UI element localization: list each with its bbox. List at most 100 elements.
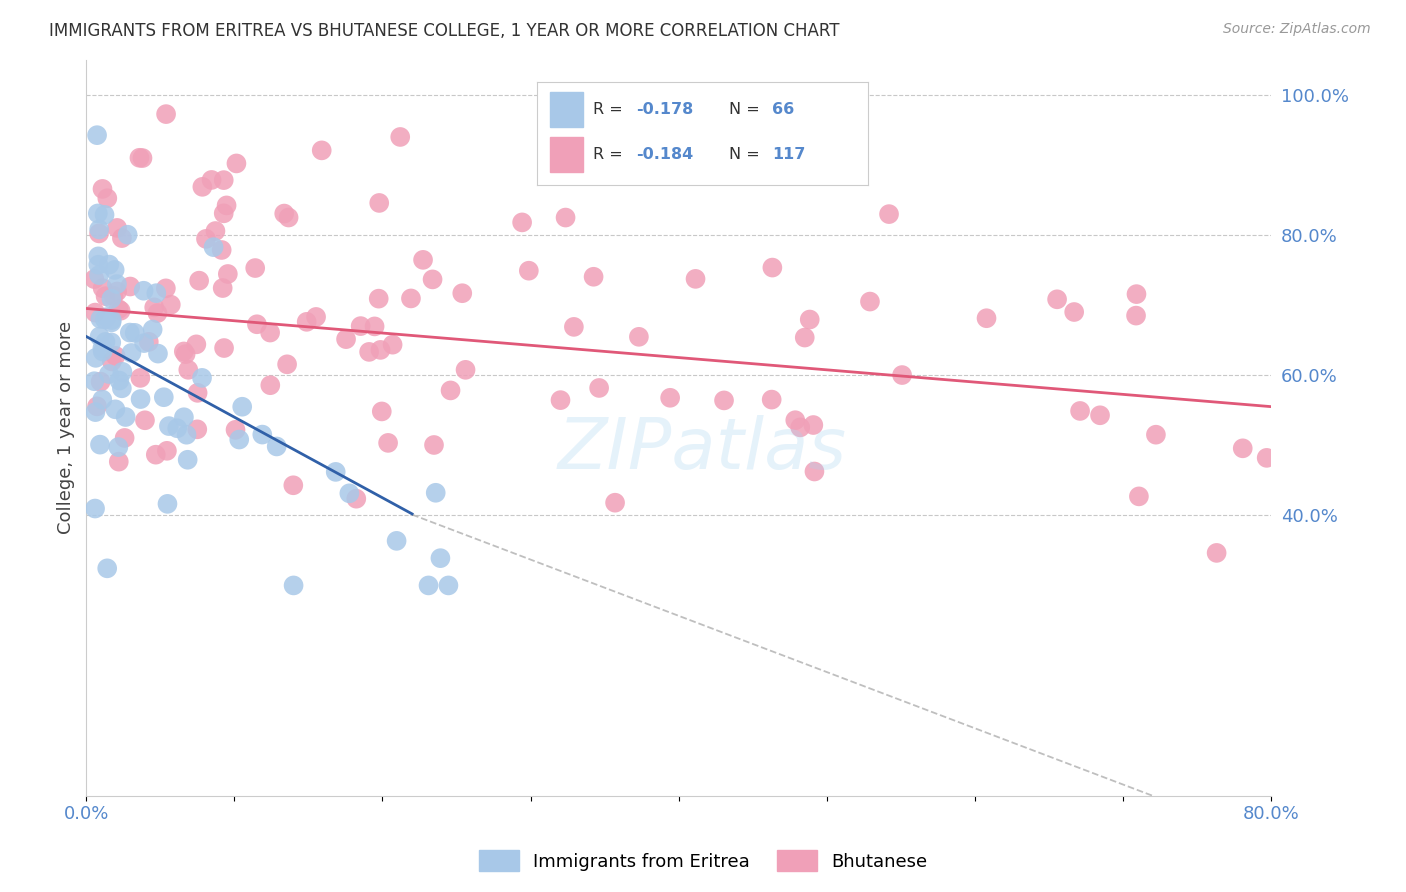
Point bbox=[176, 452, 198, 467]
Point bbox=[84, 305, 107, 319]
Point bbox=[176, 427, 198, 442]
Point bbox=[1046, 293, 1069, 307]
Point bbox=[785, 413, 807, 427]
Point bbox=[246, 318, 269, 332]
Point bbox=[174, 347, 197, 361]
Point bbox=[891, 368, 914, 382]
Point bbox=[90, 375, 112, 389]
Point bbox=[381, 337, 404, 351]
Point bbox=[111, 231, 134, 245]
Point bbox=[259, 378, 281, 392]
Point bbox=[228, 433, 250, 447]
Point bbox=[129, 392, 152, 406]
Point bbox=[84, 501, 107, 516]
Point bbox=[105, 277, 128, 291]
Point bbox=[195, 232, 218, 246]
Point bbox=[114, 431, 136, 445]
Point bbox=[96, 561, 118, 575]
Point bbox=[517, 263, 540, 277]
Point bbox=[793, 330, 815, 344]
Point bbox=[142, 322, 165, 336]
Point bbox=[89, 329, 111, 343]
Point bbox=[437, 578, 460, 592]
Point bbox=[91, 344, 114, 359]
Point bbox=[603, 496, 626, 510]
Point bbox=[87, 206, 110, 220]
Point bbox=[1205, 546, 1227, 560]
Point bbox=[107, 302, 129, 317]
Point bbox=[789, 420, 811, 434]
Point bbox=[114, 409, 136, 424]
Point bbox=[173, 344, 195, 359]
Point bbox=[87, 227, 110, 241]
Point bbox=[422, 272, 444, 286]
Point bbox=[100, 335, 122, 350]
Point bbox=[425, 485, 447, 500]
Point bbox=[104, 263, 127, 277]
Point bbox=[554, 211, 576, 225]
Point bbox=[423, 438, 446, 452]
Point bbox=[96, 310, 118, 325]
Point bbox=[104, 349, 127, 363]
Point bbox=[187, 385, 209, 400]
Point bbox=[89, 222, 111, 236]
Point bbox=[120, 279, 142, 293]
Point bbox=[371, 404, 394, 418]
Point bbox=[108, 374, 131, 388]
Point bbox=[94, 289, 117, 303]
Point bbox=[159, 298, 181, 312]
Point bbox=[344, 491, 367, 506]
Text: Source: ZipAtlas.com: Source: ZipAtlas.com bbox=[1223, 22, 1371, 37]
Point bbox=[156, 497, 179, 511]
Point bbox=[245, 260, 267, 275]
Point bbox=[155, 107, 177, 121]
Point bbox=[97, 367, 120, 381]
Point bbox=[454, 363, 477, 377]
Point bbox=[204, 224, 226, 238]
Point bbox=[111, 365, 134, 379]
Point bbox=[367, 292, 389, 306]
Point bbox=[145, 286, 167, 301]
Point bbox=[146, 346, 169, 360]
Point bbox=[761, 392, 783, 407]
Point bbox=[451, 286, 474, 301]
Point bbox=[1069, 404, 1091, 418]
Point bbox=[143, 301, 166, 315]
Point bbox=[173, 410, 195, 425]
Point bbox=[713, 393, 735, 408]
Point bbox=[94, 312, 117, 326]
Point bbox=[588, 381, 610, 395]
Point bbox=[134, 413, 156, 427]
Point bbox=[225, 156, 247, 170]
Point bbox=[550, 393, 572, 408]
Point bbox=[1128, 489, 1150, 503]
Point bbox=[370, 343, 392, 357]
Point bbox=[131, 151, 153, 165]
Point bbox=[101, 354, 124, 368]
Point bbox=[377, 436, 399, 450]
Point bbox=[132, 336, 155, 351]
Point bbox=[337, 486, 360, 500]
Point bbox=[93, 208, 115, 222]
Point bbox=[368, 196, 391, 211]
Point bbox=[118, 326, 141, 340]
Point bbox=[212, 206, 235, 220]
Point bbox=[439, 384, 461, 398]
Point bbox=[283, 478, 305, 492]
Text: IMMIGRANTS FROM ERITREA VS BHUTANESE COLLEGE, 1 YEAR OR MORE CORRELATION CHART: IMMIGRANTS FROM ERITREA VS BHUTANESE COL… bbox=[49, 22, 839, 40]
Point bbox=[1125, 309, 1147, 323]
Point bbox=[111, 381, 134, 395]
Point bbox=[976, 311, 998, 326]
Point bbox=[215, 198, 238, 212]
Point bbox=[128, 151, 150, 165]
Point bbox=[335, 332, 357, 346]
Point bbox=[225, 423, 247, 437]
Point bbox=[277, 211, 299, 225]
Point bbox=[231, 400, 253, 414]
Point bbox=[84, 405, 107, 419]
Point bbox=[84, 351, 107, 365]
Point bbox=[120, 346, 142, 360]
Point bbox=[217, 267, 239, 281]
Point bbox=[685, 272, 707, 286]
Point bbox=[252, 427, 274, 442]
